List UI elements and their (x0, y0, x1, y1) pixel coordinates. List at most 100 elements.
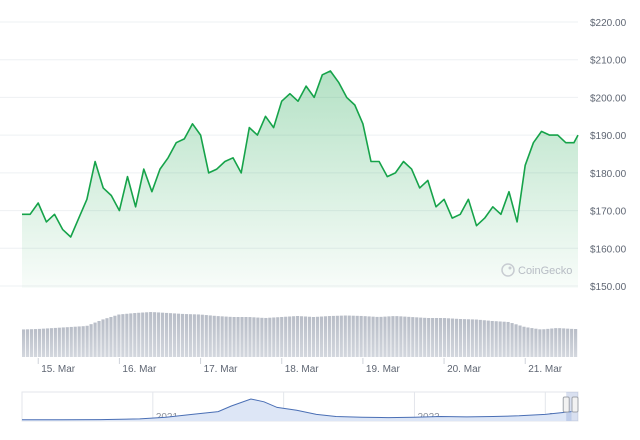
volume-bar (157, 312, 161, 357)
volume-bar (33, 329, 38, 357)
volume-bar (331, 315, 335, 357)
volume-bar (303, 316, 308, 357)
volume-bar (367, 316, 371, 357)
navigator-area (22, 399, 572, 421)
volume-bar (172, 313, 177, 357)
navigator-handle[interactable] (571, 396, 579, 413)
volume-bar (141, 312, 145, 357)
volume-bar (113, 315, 117, 357)
volume-bar (41, 328, 46, 357)
volume-bar (89, 324, 93, 357)
volume-bar (69, 326, 73, 357)
y-tick-label: $210.00 (590, 56, 627, 67)
volume-bar (454, 318, 459, 357)
volume-bar (510, 323, 514, 357)
volume-bar (439, 318, 443, 357)
volume-bar (252, 317, 256, 357)
volume-bar (180, 313, 185, 357)
x-tick-label: 19. Mar (366, 364, 401, 375)
volume-bar (391, 316, 395, 357)
volume-bar (121, 314, 125, 357)
volume-bar (375, 316, 379, 357)
volume-bar (526, 327, 530, 357)
volume-bar (490, 320, 494, 357)
volume-bar (220, 316, 224, 357)
y-tick-label: $220.00 (590, 18, 627, 29)
watermark-text: CoinGecko (518, 265, 572, 277)
volume-bar (236, 317, 240, 357)
volume-bar (300, 316, 304, 357)
volume-bar (188, 314, 192, 357)
volume-bar (399, 316, 403, 357)
volume-bar (292, 316, 296, 357)
volume-bar (37, 328, 42, 357)
volume-bar (550, 328, 554, 357)
volume-bar (216, 316, 220, 357)
y-axis: $150.00 $160.00 $170.00 $180.00 $190.00 $200.… (590, 18, 627, 293)
volume-bar (149, 312, 153, 357)
volume-bar (558, 328, 562, 357)
volume-bar (407, 316, 411, 357)
volume-bar (450, 318, 455, 357)
navigator-line (21, 398, 572, 421)
volume-bar (355, 315, 359, 357)
volume-bar (200, 314, 204, 357)
volume-bar (73, 326, 77, 357)
volume-bar (196, 314, 200, 357)
volume-bar (327, 316, 331, 357)
navigator: 2021202220232024 (21, 391, 579, 423)
price-area (22, 71, 578, 288)
volume-bar (280, 316, 284, 357)
navigator-handle[interactable] (562, 396, 570, 413)
volume-bar (248, 317, 252, 357)
volume-bar (351, 315, 355, 357)
volume-bar (466, 319, 470, 357)
volume-bar (546, 328, 550, 357)
volume-bar (176, 313, 181, 357)
volume-bar (371, 316, 375, 357)
volume-bar (264, 317, 268, 357)
x-tick-label: 18. Mar (285, 364, 320, 375)
volume-bar (137, 312, 141, 357)
volume-bar (117, 314, 121, 357)
volume-bar (514, 324, 518, 357)
volume-bar (562, 328, 566, 357)
volume-bar (307, 316, 312, 357)
volume-bar (153, 312, 157, 357)
volume-bar (125, 313, 129, 357)
coingecko-logo-eye-icon (508, 266, 512, 270)
x-tick-label: 16. Mar (122, 364, 157, 375)
y-tick-label: $200.00 (590, 93, 627, 104)
volume-bar (204, 315, 208, 357)
volume-bar (574, 329, 578, 357)
volume-bar (554, 328, 558, 357)
volume-bar (240, 317, 244, 357)
volume-bar (57, 327, 61, 357)
x-axis: 15. Mar 16. Mar 17. Mar 18. Mar 19. Mar 20. M… (37, 358, 563, 375)
volume-bar (363, 316, 367, 357)
volume-bar (446, 318, 451, 357)
price-line[interactable] (22, 70, 579, 238)
volume-bar (570, 328, 574, 357)
volume-bar (268, 317, 272, 357)
volume-bar (343, 315, 347, 357)
volume-bar (53, 327, 57, 357)
volume-bar (415, 317, 419, 357)
volume-bar (101, 319, 105, 357)
volume-bar (29, 329, 34, 357)
volume-bar (161, 312, 165, 357)
volume-bar (296, 316, 300, 357)
volume-bar (347, 315, 351, 357)
volume-bar (323, 316, 327, 357)
volume-bar (542, 329, 546, 357)
volume-bar (403, 316, 407, 357)
volume-bar (518, 325, 522, 357)
volume-bar (458, 319, 463, 357)
volume-bar (168, 313, 173, 357)
volume-bar (272, 317, 276, 357)
volume-bar (61, 327, 65, 357)
volume-bar (284, 316, 288, 357)
coingecko-logo-icon (501, 263, 515, 277)
